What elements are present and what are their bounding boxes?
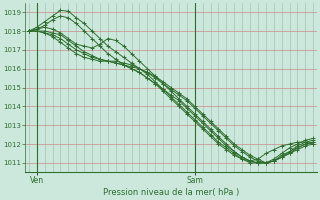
X-axis label: Pression niveau de la mer( hPa ): Pression niveau de la mer( hPa ) <box>103 188 239 197</box>
